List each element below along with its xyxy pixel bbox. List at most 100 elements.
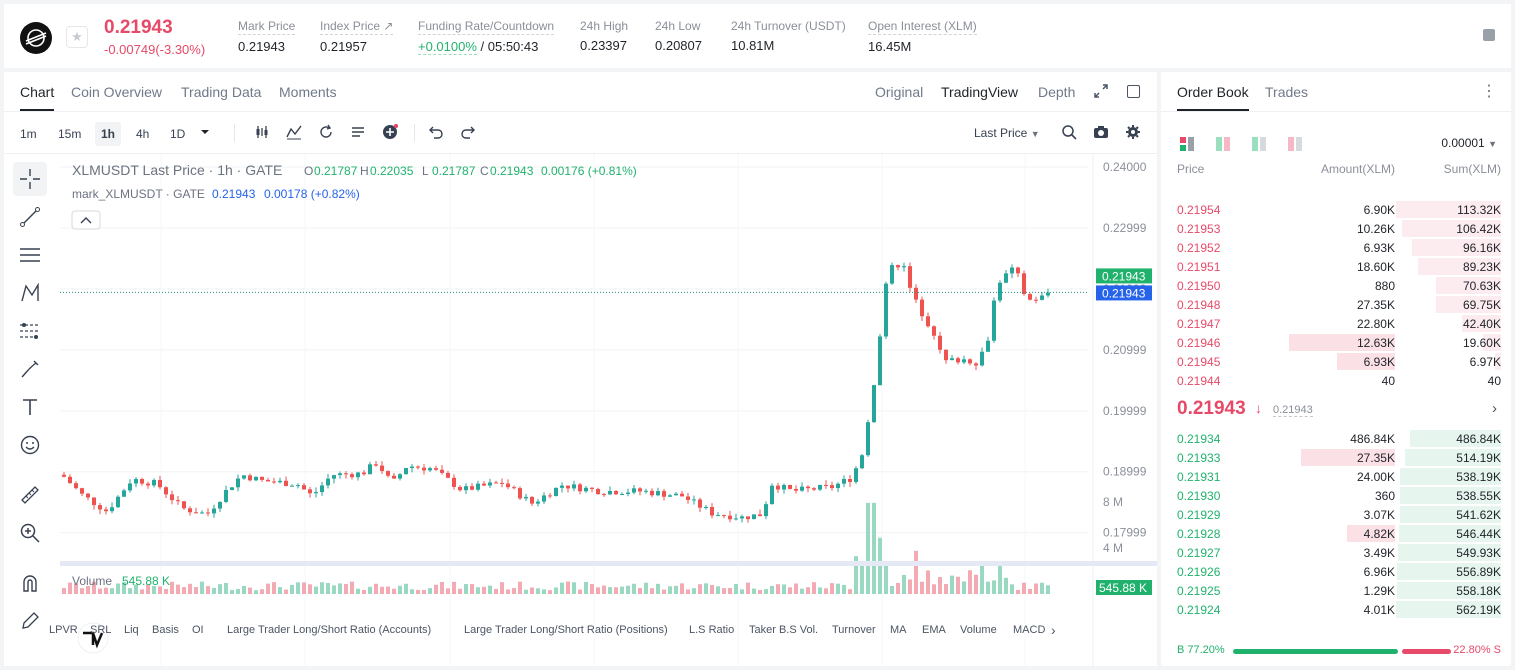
indicators-icon[interactable] [286, 124, 302, 140]
ask-row[interactable]: 0.21948 27.35K 69.75K [1161, 295, 1511, 314]
precision-select[interactable]: 0.00001 ▼ [1441, 136, 1497, 150]
book-buy-layout-icon[interactable] [1215, 136, 1231, 152]
bid-row[interactable]: 0.21929 3.07K 541.62K [1161, 505, 1511, 524]
volume-bar [818, 587, 822, 594]
stat-open-interest[interactable]: Open Interest (XLM) 16.45M [868, 18, 977, 54]
indicator-turnover[interactable]: Turnover [832, 624, 876, 636]
add-indicator-icon[interactable] [382, 124, 398, 140]
favorite-star-icon[interactable]: ★ [66, 26, 88, 48]
indicator-lpvr[interactable]: LPVR [49, 624, 78, 636]
window-icon[interactable] [1127, 85, 1140, 98]
depth-bar [1405, 449, 1501, 466]
view-tradingview[interactable]: TradingView [941, 84, 1019, 100]
ruler-tool[interactable] [13, 478, 47, 512]
ask-row[interactable]: 0.21947 22.80K 42.40K [1161, 314, 1511, 333]
collapse-legend-button[interactable] [71, 210, 101, 230]
tab-chart[interactable]: Chart [20, 84, 55, 111]
pencil-tool[interactable] [13, 604, 47, 638]
chevron-right-icon[interactable]: › [1051, 622, 1056, 638]
indicator-basis[interactable]: Basis [152, 624, 179, 636]
fib-tool[interactable] [13, 314, 47, 348]
pattern-tool[interactable] [13, 276, 47, 310]
mark-legend-change: 0.00178 (+0.82%) [264, 187, 360, 201]
interval-1d[interactable]: 1D [170, 127, 186, 141]
templates-icon[interactable] [350, 124, 366, 140]
trend-line-tool[interactable] [13, 200, 47, 234]
bid-row[interactable]: 0.21930 360 538.55K [1161, 486, 1511, 505]
indicator-volume[interactable]: Volume [960, 624, 997, 636]
bid-row[interactable]: 0.21924 4.01K 562.19K [1161, 600, 1511, 619]
expand-icon[interactable] [1094, 84, 1108, 98]
volume-bar [218, 584, 222, 594]
bid-row[interactable]: 0.21928 4.82K 546.44K [1161, 524, 1511, 543]
redo-icon[interactable] [460, 124, 476, 140]
bid-row[interactable]: 0.21933 27.35K 514.19K [1161, 448, 1511, 467]
ask-row[interactable]: 0.21951 18.60K 89.23K [1161, 257, 1511, 276]
zoom-tool[interactable] [13, 516, 47, 550]
ask-row[interactable]: 0.21944 40 40 [1161, 371, 1511, 390]
emoji-tool[interactable] [13, 428, 47, 462]
candles-icon[interactable] [254, 124, 270, 140]
indicator-macd[interactable]: MACD [1013, 624, 1046, 636]
candle-body [716, 515, 720, 517]
crosshair-tool[interactable] [13, 162, 47, 196]
view-depth[interactable]: Depth [1038, 84, 1076, 100]
stat-index-price[interactable]: Index Price ↗ 0.21957 [320, 18, 394, 54]
settings-gear-icon[interactable] [1125, 124, 1141, 140]
indicator-ma[interactable]: MA [890, 624, 907, 636]
bid-row[interactable]: 0.21925 1.29K 558.18K [1161, 581, 1511, 600]
tab-trades[interactable]: Trades [1265, 84, 1309, 100]
volume-bar [350, 581, 354, 594]
indicator-liq[interactable]: Liq [124, 624, 139, 636]
ask-row[interactable]: 0.21952 6.93K 96.16K [1161, 238, 1511, 257]
interval-1m[interactable]: 1m [20, 127, 37, 141]
view-original[interactable]: Original [875, 84, 924, 100]
brush-tool[interactable] [13, 352, 47, 386]
ask-row[interactable]: 0.21946 12.63K 19.60K [1161, 333, 1511, 352]
indicator-ema[interactable]: EMA [922, 624, 946, 636]
indicator-srl[interactable]: SRL [90, 624, 112, 636]
interval-15m[interactable]: 15m [58, 127, 82, 141]
book-bids-layout-icon[interactable] [1251, 136, 1267, 152]
indicator-l-s-ratio[interactable]: L.S Ratio [689, 624, 735, 636]
text-tool[interactable] [13, 390, 47, 424]
stat-mark-price[interactable]: Mark Price 0.21943 [238, 18, 296, 54]
volume-bar [974, 574, 978, 594]
bid-row[interactable]: 0.21927 3.49K 549.93K [1161, 543, 1511, 562]
bid-row[interactable]: 0.21934 486.84K 486.84K [1161, 429, 1511, 448]
magnet-tool[interactable] [13, 566, 47, 600]
more-options-icon[interactable]: ⋮ [1481, 83, 1497, 100]
volume-bar [134, 584, 138, 594]
interval-1h[interactable]: 1h [95, 122, 122, 146]
camera-icon[interactable] [1093, 124, 1109, 140]
volume-bar [368, 586, 372, 594]
horizontal-lines-tool[interactable] [13, 238, 47, 272]
indicator-large-trader-long-short-ratio-positions[interactable]: Large Trader Long/Short Ratio (Positions… [464, 624, 668, 636]
indicator-oi[interactable]: OI [192, 624, 204, 636]
calculator-icon[interactable] [1483, 29, 1495, 41]
bid-row[interactable]: 0.21926 6.96K 556.89K [1161, 562, 1511, 581]
undo-icon[interactable] [428, 124, 444, 140]
bid-row[interactable]: 0.21931 24.00K 538.19K [1161, 467, 1511, 486]
tab-coin-overview[interactable]: Coin Overview [71, 84, 163, 100]
search-icon[interactable] [1061, 124, 1077, 140]
price-source-select[interactable]: Last Price ▼ [974, 126, 1040, 140]
ask-row[interactable]: 0.21945 6.93K 6.97K [1161, 352, 1511, 371]
chevron-down-icon[interactable] [197, 124, 213, 140]
tab-moments[interactable]: Moments [279, 84, 337, 100]
volume-bar [458, 588, 462, 594]
ask-row[interactable]: 0.21950 880 70.63K [1161, 276, 1511, 295]
book-both-layout-icon[interactable] [1179, 136, 1195, 152]
refresh-icon[interactable] [318, 124, 334, 140]
stat-funding-rate[interactable]: Funding Rate/Countdown +0.0100% / 05:50:… [418, 18, 555, 55]
ask-row[interactable]: 0.21954 6.90K 113.32K [1161, 200, 1511, 219]
chevron-right-icon[interactable]: › [1492, 400, 1497, 417]
interval-4h[interactable]: 4h [136, 127, 150, 141]
indicator-large-trader-long-short-ratio-accounts[interactable]: Large Trader Long/Short Ratio (Accounts) [227, 624, 432, 636]
book-asks-layout-icon[interactable] [1287, 136, 1303, 152]
ask-row[interactable]: 0.21953 10.26K 106.42K [1161, 219, 1511, 238]
tab-trading-data[interactable]: Trading Data [181, 84, 262, 100]
indicator-taker-b-s-vol[interactable]: Taker B.S Vol. [749, 624, 819, 636]
tab-order-book[interactable]: Order Book [1177, 84, 1249, 111]
candlestick-chart[interactable]: 0.240000.229990.219990.209990.199990.189… [60, 154, 1157, 666]
